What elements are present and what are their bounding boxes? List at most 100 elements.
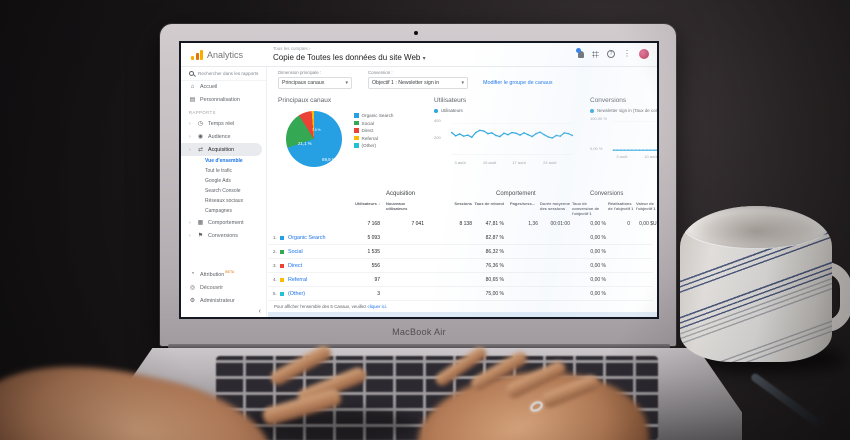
y-tick: 100,00 %	[590, 115, 607, 121]
notifications-icon[interactable]	[576, 47, 584, 58]
col-pages-session[interactable]: Pages/sess...	[510, 201, 536, 206]
total-new-users: 7 041	[411, 221, 424, 227]
sidebar-collapse-button[interactable]: ‹	[258, 308, 261, 315]
sidebar-item-accueil[interactable]: ⌂ Accueil	[190, 84, 218, 90]
breadcrumb[interactable]: Tous les comptes ›	[273, 46, 311, 51]
search-input[interactable]: Rechercher dans les rapports	[181, 67, 266, 81]
dimension-select[interactable]: Principaux canaux ▾	[278, 77, 352, 89]
col-nouveaux[interactable]: Nouveaux utilisateurs	[386, 201, 408, 211]
sidebar-item-personnalisation[interactable]: ▤ Personnalisation	[189, 96, 240, 104]
beta-badge: BETA	[225, 270, 235, 275]
channels-pie-panel: Principaux canaux 69,9 % 21,1 % 7,6 % Or…	[278, 97, 428, 189]
total-pages: 1,36	[528, 221, 538, 227]
page-title[interactable]: Copie de Toutes les données du site Web …	[273, 53, 426, 62]
sidebar-item-conversions[interactable]: › ⚑ Conversions	[189, 232, 238, 240]
bottom-strip	[268, 312, 657, 317]
x-axis-labels: 3 août 10 août 17 août 24 août	[616, 153, 658, 159]
help-icon[interactable]: ?	[607, 50, 615, 58]
sidebar-sub-tout-le-trafic[interactable]: Tout le trafic	[205, 168, 232, 174]
gear-icon: ⚙	[189, 298, 196, 304]
channel-link[interactable]: Direct	[288, 262, 303, 269]
sidebar-sub-search-console[interactable]: Search Console	[205, 188, 241, 194]
total-duration: 00:01:00	[550, 221, 570, 227]
chevron-right-icon: ›	[189, 120, 191, 127]
show-all-link[interactable]: cliquer ici.	[367, 304, 388, 309]
legend-item[interactable]: Direct	[354, 128, 393, 133]
col-taux-conversion[interactable]: Taux de conversion de l'objectif 1	[572, 201, 600, 216]
group-comportement: Comportement	[496, 191, 536, 197]
channel-swatch	[280, 236, 284, 240]
pie-label-direct: 7,6 %	[312, 128, 321, 132]
sidebar-item-acquisition[interactable]: › ⇄ Acquisition	[181, 143, 262, 156]
chevron-right-icon: ›	[189, 232, 191, 239]
total-completions: 0	[627, 221, 630, 227]
app-header: Analytics Tous les comptes › Copie de To…	[181, 43, 657, 67]
table-row[interactable]: 2. Social 1 535 86,32 % 0,00 %	[268, 245, 653, 259]
col-taux-rebond[interactable]: Taux de rebond	[474, 201, 504, 206]
channel-link[interactable]: Social	[288, 248, 303, 255]
sidebar-item-decouvrir[interactable]: ◎ Découvrir	[189, 284, 224, 292]
sidebar-item-attribution[interactable]: ◔ AttributionBETA	[190, 270, 235, 278]
edit-channel-group-link[interactable]: Modifier le groupe de canaux	[483, 80, 553, 86]
chevron-right-icon: ›	[189, 133, 191, 140]
users-line-chart[interactable]	[448, 116, 576, 160]
legend-item[interactable]: (Other)	[354, 143, 393, 148]
users-chart-panel: Utilisateurs Utilisateurs 400 200 3 août…	[434, 97, 582, 189]
legend-dot-icon	[434, 109, 438, 113]
dimension-label: Dimension principale :	[278, 70, 322, 75]
table-row[interactable]: 4. Referral 97 80,65 % 0,00 %	[268, 273, 653, 287]
pen	[749, 372, 823, 428]
chevron-down-icon: ▾	[461, 80, 464, 86]
total-bounce: 47,81 %	[485, 221, 504, 227]
channel-link[interactable]: Organic Search	[288, 234, 326, 241]
conversions-chart-title: Conversions	[590, 97, 627, 104]
chevron-down-icon: ›	[189, 146, 191, 153]
product-name: Analytics	[207, 50, 244, 60]
col-valeur[interactable]: Valeur de l'objectif 1	[636, 201, 656, 211]
users-chart-title: Utilisateurs	[434, 97, 467, 104]
search-icon	[189, 71, 194, 76]
channel-link[interactable]: Referral	[288, 276, 308, 283]
avatar[interactable]	[639, 49, 649, 59]
users-chart-legend: Utilisateurs	[434, 108, 582, 114]
group-conversions: Conversions	[590, 191, 624, 197]
total-sessions: 8 138	[459, 221, 472, 227]
legend-item[interactable]: Organic Search	[354, 113, 393, 118]
laptop-screen: Analytics Tous les comptes › Copie de To…	[179, 41, 659, 319]
sidebar-sub-google-ads[interactable]: Google Ads	[205, 178, 231, 184]
kebab-menu-icon[interactable]: ⋮	[623, 49, 631, 58]
legend-item[interactable]: Social	[354, 121, 393, 126]
col-realisations[interactable]: Réalisations de l'objectif 1	[608, 201, 634, 211]
sidebar-sub-reseaux-sociaux[interactable]: Réseaux sociaux	[205, 198, 244, 204]
col-sessions[interactable]: Sessions	[454, 201, 472, 206]
conversion-select[interactable]: Objectif 1 : Newsletter sign in ▾	[368, 77, 468, 89]
customization-icon: ▤	[189, 97, 196, 103]
conversions-line-chart[interactable]	[610, 116, 659, 154]
channel-swatch	[280, 292, 284, 296]
conversions-flag-icon: ⚑	[197, 233, 204, 239]
legend-swatch	[354, 113, 359, 118]
audience-icon: ◉	[197, 134, 204, 140]
sidebar-item-administrateur[interactable]: ⚙ Administrateur	[189, 297, 235, 305]
sidebar-sub-vue-densemble[interactable]: Vue d'ensemble	[205, 158, 243, 164]
sidebar-item-comportement[interactable]: › ▦ Comportement	[189, 219, 244, 227]
analytics-logo-icon[interactable]	[191, 50, 203, 60]
pie-legend: Organic Search Social Direct Referral (O…	[354, 113, 393, 151]
channels-pie[interactable]: 69,9 % 21,1 % 7,6 %	[286, 111, 342, 167]
sidebar-sub-campagnes[interactable]: Campagnes	[205, 208, 232, 214]
apps-grid-icon[interactable]	[592, 50, 599, 58]
col-duree[interactable]: Durée moyenne des sessions	[540, 201, 571, 211]
sidebar-item-temps-reel[interactable]: › ◷ Temps réel	[189, 120, 235, 128]
table-row[interactable]: 3. Direct 556 76,36 % 0,00 %	[268, 259, 653, 273]
sidebar-item-audience[interactable]: › ◉ Audience	[189, 133, 231, 141]
table-row[interactable]: 5. (Other) 3 75,00 % 0,00 %	[268, 287, 653, 301]
x-axis-labels: 3 août 10 août 17 août 24 août	[454, 159, 557, 165]
legend-item[interactable]: Referral	[354, 136, 393, 141]
group-acquisition: Acquisition	[386, 191, 416, 197]
col-utilisateurs[interactable]: Utilisateurs ↓	[355, 201, 380, 206]
channel-link[interactable]: (Other)	[288, 290, 306, 297]
mug-rim	[683, 206, 829, 248]
chevron-down-icon: ▾	[422, 56, 426, 62]
table-row[interactable]: 1. Organic Search 5 093 82,87 % 0,00 %	[268, 231, 653, 245]
table-footer-note: Pour afficher l'ensemble des 5 Canaux, v…	[274, 304, 388, 309]
